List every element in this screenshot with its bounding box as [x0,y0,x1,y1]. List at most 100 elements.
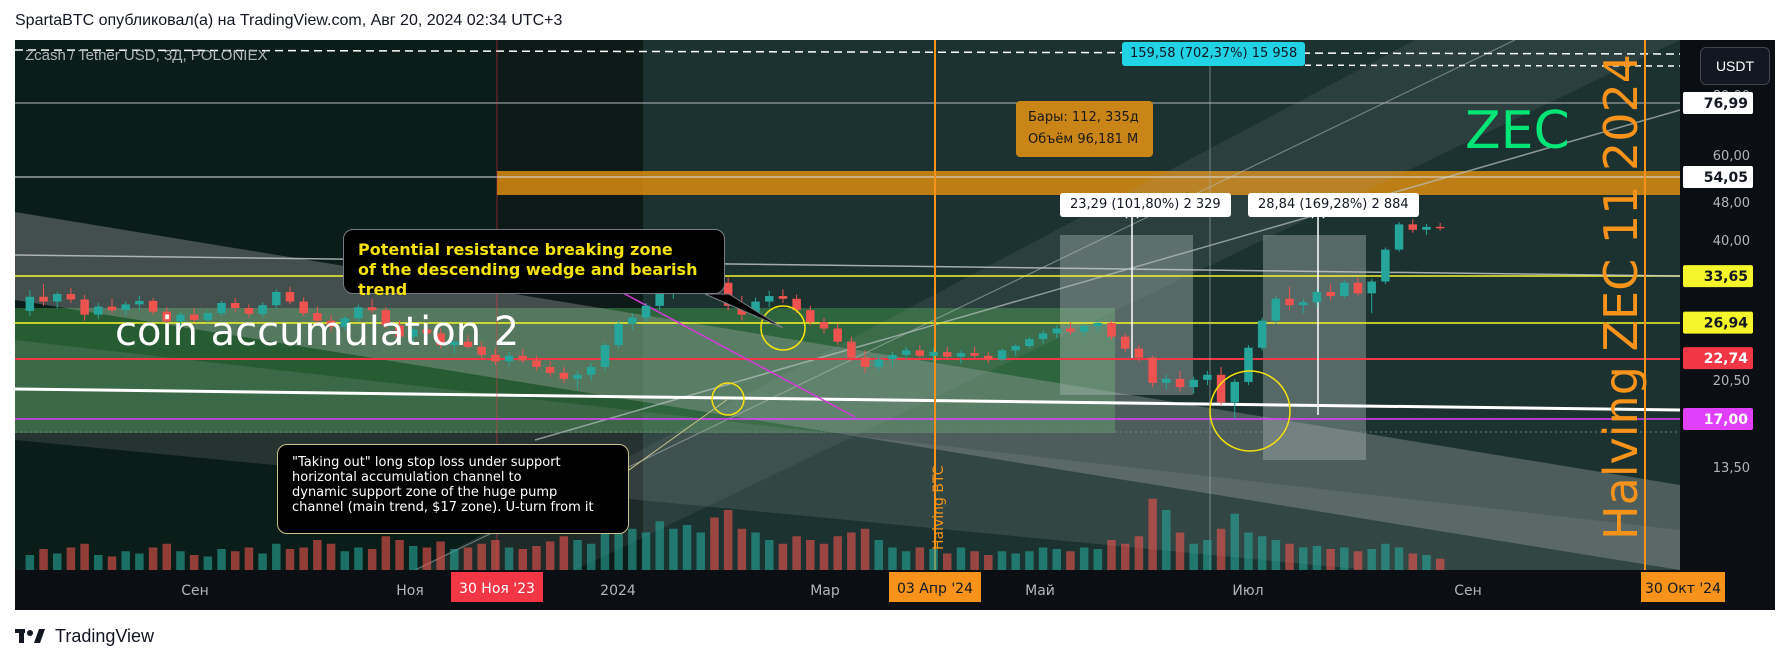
candle-body [422,329,432,334]
candle-body [1340,282,1349,297]
candle [66,287,76,303]
time-highlight-badge [451,572,543,602]
tradingview-brand: TradingView [55,625,155,646]
candle-body [135,300,144,305]
candle [1285,286,1294,311]
candle-body [491,354,500,362]
candle-body [504,355,514,362]
candle [1203,370,1212,385]
price-level-badge [1683,311,1753,334]
price-chart[interactable]: coin accumulation 2 ZEC Halving ZEC 11 2… [15,40,1775,610]
candle [39,284,48,306]
candle [1011,343,1020,356]
volume-bar [340,551,350,570]
candle-body [326,320,336,327]
candle-body [1052,328,1062,334]
candle-body [1230,381,1240,403]
volume-bar [984,555,993,570]
price-level-label: 17,00 [1704,412,1749,428]
candle [408,326,418,342]
candle-body [381,310,391,326]
candle-body [203,313,213,320]
candle [559,366,569,383]
chart-frame[interactable]: coin accumulation 2 ZEC Halving ZEC 11 2… [15,40,1775,610]
candle-body [1175,378,1185,388]
volume-bar [1285,543,1294,570]
candle-body [66,293,76,300]
candle-body [874,359,884,367]
candle-body [532,360,541,367]
volume-bar [1257,536,1267,570]
volume-bar [1107,540,1116,570]
volume-bar [723,510,733,570]
volume-bar [641,532,651,570]
volume-bar [600,532,610,570]
candle [545,361,555,377]
volume-bar [586,543,596,570]
bars-count: Бары: 112, 335д [1028,110,1139,125]
candle [367,298,377,314]
candle-body [354,307,363,319]
price-level-label: 26,94 [1704,316,1749,332]
volume-bar [491,540,500,570]
candle-body [600,345,610,367]
candle-body [655,293,664,306]
price-tick-label: 40,00 [1713,234,1750,249]
candle [956,350,966,364]
volume-bar [408,546,418,570]
candle-body [1148,357,1157,383]
volume-bar [1353,551,1363,570]
time-highlight-label: 03 Апр '24 [897,581,973,597]
volume-bar [860,528,870,570]
candle-body [450,341,459,346]
volume-bar [381,536,391,570]
tradingview-footer[interactable]: TradingView [15,624,154,648]
volume-bar [148,547,158,570]
candle [1408,219,1418,233]
volume-bar [669,528,678,570]
volume-bar [94,555,103,570]
candle [1381,247,1390,285]
volume-bar [80,543,89,570]
volume-bar [1367,549,1376,570]
time-axis: Сен Ноя 2024 Мар Май Июл Сен 30 Ноя '23 03 Апр '… [181,572,1725,602]
volume-bar [888,547,897,570]
ascending-channel [415,40,1680,570]
candle [778,289,788,303]
candle-body [518,355,528,361]
candle-body [477,346,486,355]
candle [477,341,486,360]
candle-body [340,318,350,327]
volume-bar [696,532,706,570]
candle-body [819,322,829,329]
candle-body [162,311,172,322]
candle-body [833,328,842,342]
candle [1189,376,1198,394]
volume-bar [764,540,774,570]
volume-bar [1079,547,1089,570]
candle [1353,277,1363,297]
currency-button[interactable]: USDT [1700,47,1770,85]
candle [641,302,651,323]
volume-bar [942,553,952,570]
candle-body [1381,249,1390,282]
accumulation-label: coin accumulation 2 [115,309,519,355]
candle [450,339,459,354]
volume-bar [121,551,130,570]
candle [518,348,528,364]
volume-bar [39,549,48,570]
candle [860,350,870,373]
candle [176,311,185,327]
candle [1107,320,1116,340]
candle-body [792,298,801,311]
candle-body [463,341,473,347]
candle-body [586,366,596,375]
candle [874,355,884,371]
candle-body [751,301,760,315]
volume-bar [354,547,363,570]
candle-body [1189,379,1198,388]
volume-bar [1394,547,1404,570]
candle-body [1394,224,1404,250]
volume-bar [107,556,117,570]
candle-body [559,372,569,379]
